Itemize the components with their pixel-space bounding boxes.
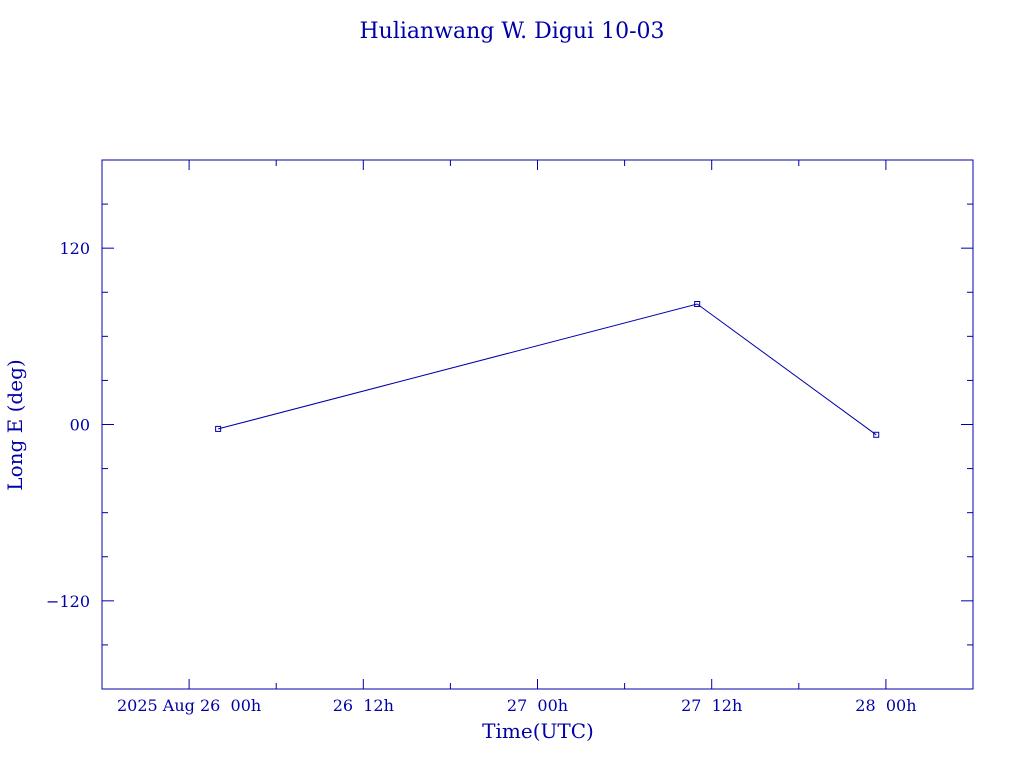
data-point xyxy=(215,425,222,432)
x-tick-label: 27 12h xyxy=(681,696,742,715)
series-line xyxy=(218,303,877,436)
data-point xyxy=(694,301,701,308)
x-tick-labels: 2025 Aug 26 00h 26 12h 27 00h 27 12h 28 00h xyxy=(117,696,916,715)
y-tick-label: 00 xyxy=(70,416,90,435)
series-group xyxy=(215,301,880,438)
x-tick-label: 26 12h xyxy=(333,696,394,715)
plot-frame xyxy=(101,159,974,690)
x-axis-label: Time(UTC) xyxy=(482,719,594,743)
y-tick-label: 120 xyxy=(59,239,90,258)
y-tick-labels: 120 00 −120 xyxy=(46,239,90,611)
data-point xyxy=(873,431,880,438)
x-tick-label: 2025 Aug 26 00h xyxy=(117,696,261,715)
axis-ticks xyxy=(102,160,973,689)
y-axis-label: Long E (deg) xyxy=(3,359,27,490)
x-tick-label: 27 00h xyxy=(507,696,568,715)
chart-title: Hulianwang W. Digui 10-03 xyxy=(359,19,664,44)
x-tick-label: 28 00h xyxy=(855,696,916,715)
y-tick-label: −120 xyxy=(46,592,90,611)
